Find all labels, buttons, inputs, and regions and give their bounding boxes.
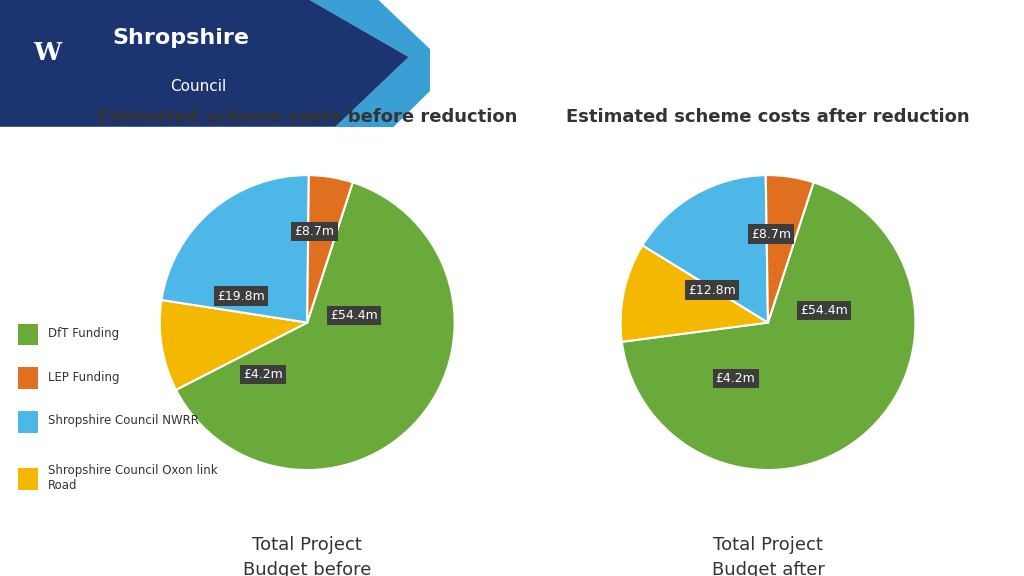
Text: £8.7m: £8.7m bbox=[295, 225, 335, 238]
Wedge shape bbox=[621, 245, 768, 342]
Wedge shape bbox=[622, 183, 915, 470]
Wedge shape bbox=[642, 175, 768, 323]
Text: £4.2m: £4.2m bbox=[716, 372, 756, 385]
Polygon shape bbox=[0, 0, 409, 127]
FancyBboxPatch shape bbox=[18, 468, 38, 490]
Text: Council: Council bbox=[170, 79, 226, 94]
Polygon shape bbox=[0, 0, 452, 142]
Wedge shape bbox=[307, 175, 352, 323]
Text: £4.2m: £4.2m bbox=[243, 367, 283, 381]
Wedge shape bbox=[162, 175, 309, 323]
FancyBboxPatch shape bbox=[18, 411, 38, 433]
Text: LEP Funding: LEP Funding bbox=[48, 371, 120, 384]
Text: Shropshire Council Oxon link
Road: Shropshire Council Oxon link Road bbox=[48, 464, 217, 492]
Text: Total Project
Budget after
= £80.1m: Total Project Budget after = £80.1m bbox=[712, 536, 824, 576]
FancyBboxPatch shape bbox=[18, 367, 38, 389]
Text: £8.7m: £8.7m bbox=[751, 228, 791, 241]
Text: W: W bbox=[33, 41, 61, 65]
Text: £54.4m: £54.4m bbox=[331, 309, 378, 321]
FancyBboxPatch shape bbox=[18, 324, 38, 346]
Text: £54.4m: £54.4m bbox=[800, 304, 848, 317]
Text: £12.8m: £12.8m bbox=[688, 283, 736, 297]
Wedge shape bbox=[160, 300, 307, 390]
Text: Shropshire Council NWRR: Shropshire Council NWRR bbox=[48, 415, 199, 427]
Text: Shropshire: Shropshire bbox=[113, 28, 249, 48]
Title: Estimated scheme costs before reduction: Estimated scheme costs before reduction bbox=[97, 108, 517, 126]
Wedge shape bbox=[766, 175, 813, 323]
Text: £19.8m: £19.8m bbox=[217, 290, 265, 302]
Text: DfT Funding: DfT Funding bbox=[48, 327, 119, 340]
Text: Total Project
Budget before
=£87.1m: Total Project Budget before =£87.1m bbox=[243, 536, 372, 576]
Wedge shape bbox=[176, 183, 455, 470]
Title: Estimated scheme costs after reduction: Estimated scheme costs after reduction bbox=[566, 108, 970, 126]
